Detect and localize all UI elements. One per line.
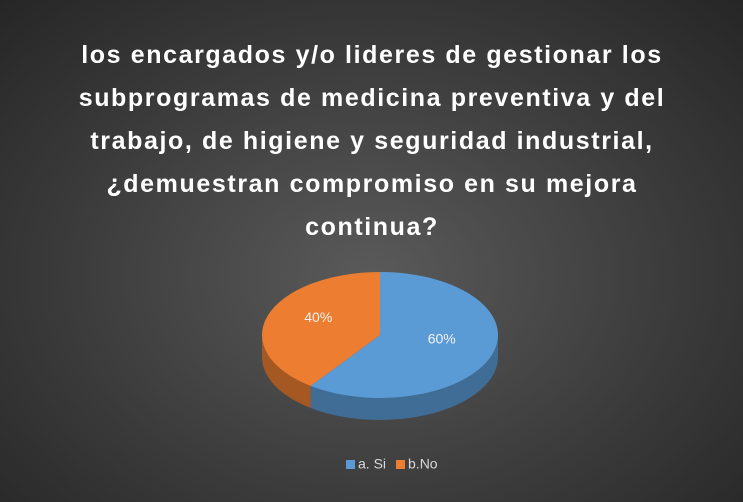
pie-slice bbox=[310, 272, 498, 399]
legend-label: a. Si bbox=[358, 456, 386, 472]
chart-title: los encargados y/o lideres de gestionar … bbox=[78, 41, 666, 241]
pie-slice-side bbox=[310, 335, 498, 420]
pie-slice bbox=[261, 272, 380, 386]
legend-label: b.No bbox=[408, 456, 438, 472]
data-label: 40% bbox=[304, 309, 332, 325]
pie-slice-side bbox=[262, 335, 311, 408]
legend-swatch bbox=[396, 460, 406, 469]
data-label: 60% bbox=[428, 330, 456, 346]
legend-swatch bbox=[346, 460, 355, 469]
